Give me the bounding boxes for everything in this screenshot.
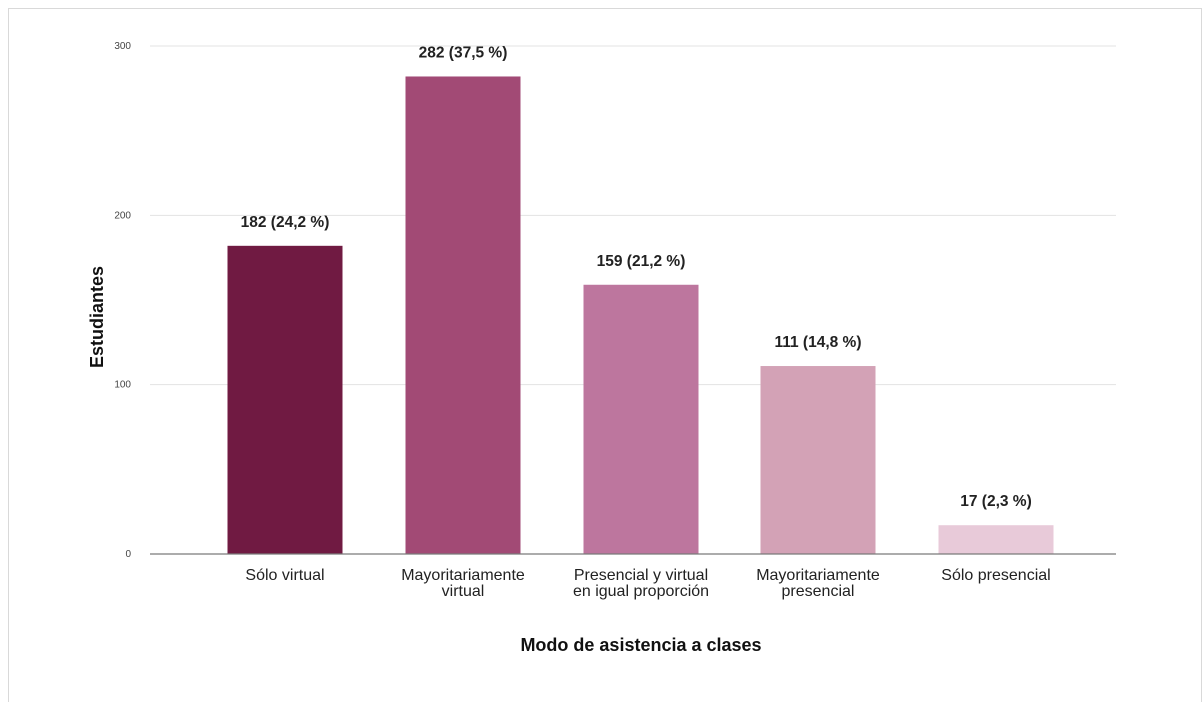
chart-frame (8, 8, 1202, 702)
x-axis-title: Modo de asistencia a clases (520, 635, 761, 655)
x-category-label: Sólo virtual (245, 567, 324, 584)
x-category-label-line: Mayoritariamente (401, 567, 525, 584)
x-category-label-line: presencial (782, 583, 855, 600)
y-tick-label: 100 (114, 380, 131, 391)
y-tick-label: 0 (125, 549, 131, 560)
data-label: 159 (21,2 %) (597, 253, 686, 270)
bar (227, 245, 343, 554)
data-label: 182 (24,2 %) (241, 214, 330, 231)
bar (760, 366, 876, 554)
data-label: 111 (14,8 %) (774, 334, 861, 351)
data-labels: 182 (24,2 %) 282 (37,5 %) 159 (21,2 %) 111 … (241, 44, 1032, 510)
bars (227, 76, 1054, 554)
x-category-label-line: Presencial y virtual (574, 567, 708, 584)
x-category-label: Presencial y virtual en igual proporción (573, 567, 709, 600)
bar (405, 76, 521, 554)
x-category-label-line: Sólo virtual (245, 567, 324, 584)
y-tick-label: 300 (114, 41, 131, 52)
x-axis-categories: Sólo virtual Mayoritariamente virtualPrese… (245, 567, 1050, 600)
y-tick-label: 200 (114, 210, 131, 221)
y-axis-ticks: 0 100 200 300 (114, 41, 131, 560)
bar (583, 284, 699, 554)
y-axis-title: Estudiantes (87, 266, 107, 368)
x-category-label-line: Sólo presencial (941, 567, 1050, 584)
x-category-label: Sólo presencial (941, 567, 1050, 584)
x-category-label-line: en igual proporción (573, 583, 709, 600)
x-category-label-line: virtual (442, 583, 485, 600)
data-label: 17 (2,3 %) (960, 493, 1032, 510)
bar (938, 525, 1054, 554)
data-label: 282 (37,5 %) (419, 44, 508, 61)
x-category-label: Mayoritariamente virtual (401, 567, 525, 600)
x-category-label-line: Mayoritariamente (756, 567, 880, 584)
x-category-label: Mayoritariamente presencial (756, 567, 880, 600)
